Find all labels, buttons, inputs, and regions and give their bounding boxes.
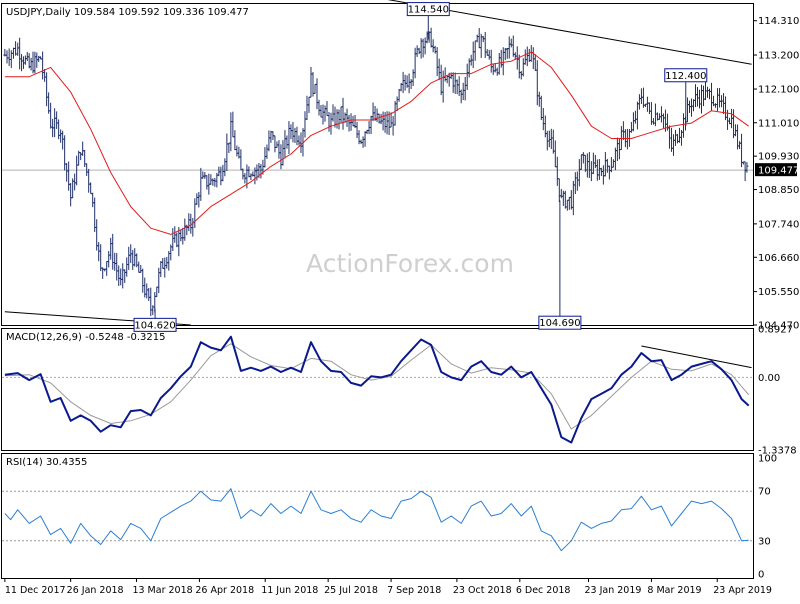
x-tick-label: 7 Sep 2018 [387, 585, 441, 596]
x-tick-label: 25 Jul 2018 [324, 585, 378, 596]
price-ytick-label: 106.660 [758, 253, 799, 264]
price-ytick-label: 107.740 [758, 219, 799, 230]
price-annotation-label: 112.400 [665, 71, 706, 82]
price-marks-layer: 114.540 104.620 104.690 112.400 [3, 0, 752, 332]
macd-panel-frame [1, 328, 754, 451]
last-price-tag: 109.477 [755, 163, 799, 177]
rsi-ytick-label: 100 [758, 454, 777, 465]
moving-average-line [4, 51, 749, 235]
price-annotation-label: 104.690 [539, 318, 580, 329]
ohlc-bar [745, 162, 749, 173]
price-ytick-label: 111.010 [758, 118, 799, 129]
macd-ytick-label: -1.3378 [758, 446, 797, 457]
price-annotation-box [538, 315, 582, 330]
rsi-ytick-label: 0 [758, 570, 764, 581]
price-annotation-label: 104.620 [134, 320, 175, 331]
price-ytick-label: 114.310 [758, 16, 799, 27]
price-ytick-label: 108.850 [758, 185, 799, 196]
x-tick-label: 11 Dec 2017 [5, 585, 66, 596]
x-tick-label: 13 Mar 2018 [132, 585, 192, 596]
macd-line [4, 335, 750, 444]
price-annotation: 104.690 [538, 315, 582, 330]
macd-ytick-label: 0.8927 [758, 325, 793, 336]
x-tick-label: 26 Apr 2018 [195, 585, 254, 596]
price-annotation-box [406, 2, 450, 17]
x-tick-label: 26 Jan 2018 [67, 585, 124, 596]
price-ytick-label: 112.100 [758, 85, 799, 96]
price-annotation: 114.540 [406, 2, 450, 17]
x-tick-label: 23 Jan 2019 [584, 585, 641, 596]
price-annotation: 112.400 [664, 68, 708, 83]
price-annotation-box [133, 317, 177, 332]
price-ytick-label: 109.930 [758, 152, 799, 163]
price-annotation-label: 114.540 [408, 5, 449, 16]
rsi-line [4, 488, 749, 552]
last-price-tag-label: 109.477 [758, 166, 799, 177]
watermark-text: ActionForex.com [306, 249, 514, 278]
macd-marks-layer [2, 335, 753, 444]
x-tick-label: 8 Mar 2019 [647, 585, 701, 596]
rsi-panel-frame [1, 453, 754, 579]
x-tick-label: 11 Jun 2018 [261, 585, 318, 596]
macd-panel-title: MACD(12,26,9) -0.5248 -0.3215 [6, 332, 166, 343]
price-ytick-label: 105.550 [758, 287, 799, 298]
price-panel-title: USDJPY,Daily 109.584 109.592 109.336 109… [6, 7, 249, 18]
price-annotation-box [664, 68, 708, 83]
macd-ytick-label: 0.00 [758, 373, 780, 384]
rsi-ytick-label: 30 [758, 536, 771, 547]
axis-label-layer: 114.310 113.200 112.100 111.010 109.930 108.8… [4, 16, 799, 596]
price-ytick-label: 104.470 [758, 321, 799, 332]
price-annotation: 104.620 [133, 317, 177, 332]
rsi-ytick-label: 70 [758, 487, 771, 498]
macd-trendline [641, 345, 752, 369]
price-ytick-label: 113.200 [758, 51, 799, 62]
rsi-marks-layer [2, 488, 753, 552]
x-tick-label: 23 Apr 2019 [713, 585, 772, 596]
x-tick-label: 23 Oct 2018 [453, 585, 512, 596]
x-tick-label: 6 Dec 2018 [516, 585, 571, 596]
rsi-panel-title: RSI(14) 30.4355 [6, 457, 87, 468]
last-price-tag-box [755, 163, 797, 177]
